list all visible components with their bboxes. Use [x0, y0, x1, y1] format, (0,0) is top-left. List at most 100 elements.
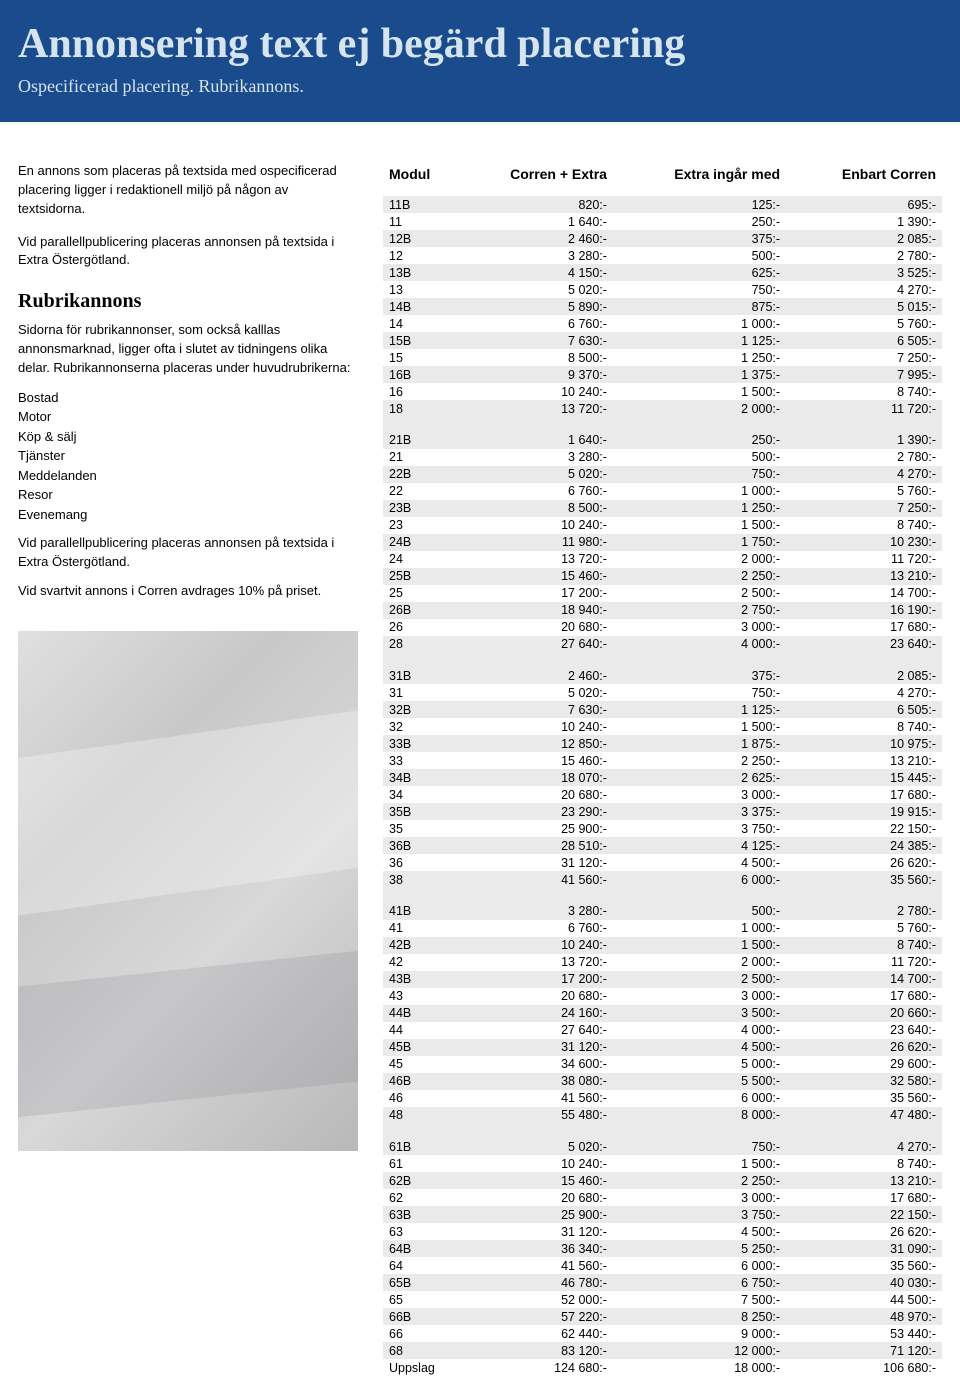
table-cell: 8 740:-	[786, 718, 942, 735]
category-list: BostadMotorKöp & säljTjänsterMeddelanden…	[18, 388, 358, 525]
col-header-corren-extra: Corren + Extra	[453, 162, 613, 196]
table-row: 111 640:-250:-1 390:-	[383, 213, 942, 230]
table-cell: 12B	[383, 230, 453, 247]
table-cell: 10 975:-	[786, 735, 942, 752]
table-cell: 375:-	[613, 230, 786, 247]
table-row: 4213 720:-2 000:-11 720:-	[383, 954, 942, 971]
table-row: 158 500:-1 250:-7 250:-	[383, 349, 942, 366]
table-cell: 35	[383, 820, 453, 837]
table-cell: 23 290:-	[453, 803, 613, 820]
table-cell: 16 190:-	[786, 602, 942, 619]
table-cell: 3 000:-	[613, 619, 786, 636]
table-cell: 66B	[383, 1308, 453, 1325]
table-cell: 4 500:-	[613, 1039, 786, 1056]
table-cell: 10 240:-	[453, 937, 613, 954]
section-title: Rubrikannons	[18, 290, 358, 313]
table-cell: 28	[383, 636, 453, 653]
table-cell: 35 560:-	[786, 871, 942, 888]
table-cell: 2 460:-	[453, 230, 613, 247]
table-cell: 3 280:-	[453, 449, 613, 466]
table-cell: 2 250:-	[613, 1172, 786, 1189]
table-cell: 5 890:-	[453, 298, 613, 315]
table-cell: 35 560:-	[786, 1090, 942, 1107]
table-cell: 64	[383, 1257, 453, 1274]
page-subtitle: Ospecificerad placering. Rubrikannons.	[18, 76, 942, 97]
table-cell: 3 000:-	[613, 988, 786, 1005]
table-cell: 44 500:-	[786, 1291, 942, 1308]
table-cell: 35 560:-	[786, 1257, 942, 1274]
table-cell: 4 000:-	[613, 636, 786, 653]
table-cell: 10 240:-	[453, 517, 613, 534]
table-cell: 46	[383, 1090, 453, 1107]
table-cell: 11 980:-	[453, 534, 613, 551]
table-cell: 63B	[383, 1206, 453, 1223]
table-cell: 1 640:-	[453, 417, 613, 449]
table-cell: 46 780:-	[453, 1274, 613, 1291]
table-cell: 4 270:-	[786, 466, 942, 483]
table-cell: 42B	[383, 937, 453, 954]
table-cell: 44	[383, 1022, 453, 1039]
table-cell: 1 500:-	[613, 517, 786, 534]
table-row: 34B18 070:-2 625:-15 445:-	[383, 769, 942, 786]
category-item: Köp & sälj	[18, 427, 358, 447]
col-header-extra-ingar: Extra ingår med	[613, 162, 786, 196]
table-cell: 11	[383, 213, 453, 230]
table-cell: 21	[383, 449, 453, 466]
table-cell: 13 720:-	[453, 954, 613, 971]
table-cell: 21B	[383, 417, 453, 449]
table-cell: 22 150:-	[786, 820, 942, 837]
table-cell: 375:-	[613, 653, 786, 685]
table-cell: 23 640:-	[786, 636, 942, 653]
table-cell: 2 000:-	[613, 551, 786, 568]
table-row: 15B7 630:-1 125:-6 505:-	[383, 332, 942, 349]
table-cell: 695:-	[786, 196, 942, 213]
table-cell: 13	[383, 281, 453, 298]
table-cell: 71 120:-	[786, 1342, 942, 1359]
table-row: 315 020:-750:-4 270:-	[383, 684, 942, 701]
table-cell: 6 505:-	[786, 701, 942, 718]
table-row: 26B18 940:-2 750:-16 190:-	[383, 602, 942, 619]
table-cell: 1 375:-	[613, 366, 786, 383]
category-item: Tjänster	[18, 446, 358, 466]
table-cell: 2 780:-	[786, 449, 942, 466]
table-row: 4534 600:-5 000:-29 600:-	[383, 1056, 942, 1073]
table-cell: 2 500:-	[613, 585, 786, 602]
table-cell: 31B	[383, 653, 453, 685]
table-cell: 1 250:-	[613, 500, 786, 517]
right-column: Modul Corren + Extra Extra ingår med Enb…	[383, 162, 942, 1376]
table-cell: 1 390:-	[786, 417, 942, 449]
table-cell: 24 385:-	[786, 837, 942, 854]
table-cell: 7 995:-	[786, 366, 942, 383]
table-row: 3525 900:-3 750:-22 150:-	[383, 820, 942, 837]
left-column: En annons som placeras på textsida med o…	[18, 162, 358, 1376]
table-cell: 250:-	[613, 213, 786, 230]
table-cell: 32	[383, 718, 453, 735]
table-cell: 2 750:-	[613, 602, 786, 619]
table-row: 416 760:-1 000:-5 760:-	[383, 920, 942, 937]
table-row: 6220 680:-3 000:-17 680:-	[383, 1189, 942, 1206]
table-cell: 62 440:-	[453, 1325, 613, 1342]
table-cell: 13 210:-	[786, 752, 942, 769]
table-cell: 625:-	[613, 264, 786, 281]
table-cell: 13 210:-	[786, 568, 942, 585]
table-cell: 2 085:-	[786, 230, 942, 247]
table-cell: 7 250:-	[786, 500, 942, 517]
table-row: 65B46 780:-6 750:-40 030:-	[383, 1274, 942, 1291]
table-cell: 18 070:-	[453, 769, 613, 786]
table-cell: 27 640:-	[453, 1022, 613, 1039]
table-row: 6110 240:-1 500:-8 740:-	[383, 1155, 942, 1172]
table-row: 41B3 280:-500:-2 780:-	[383, 888, 942, 920]
table-cell: 26 620:-	[786, 1223, 942, 1240]
table-cell: 16B	[383, 366, 453, 383]
intro-paragraph-1: En annons som placeras på textsida med o…	[18, 162, 358, 219]
table-cell: 9 000:-	[613, 1325, 786, 1342]
table-cell: 4 000:-	[613, 1022, 786, 1039]
table-cell: 750:-	[613, 684, 786, 701]
table-cell: 10 230:-	[786, 534, 942, 551]
table-cell: 1 000:-	[613, 483, 786, 500]
table-cell: 45	[383, 1056, 453, 1073]
table-cell: 10 240:-	[453, 383, 613, 400]
table-cell: 12 850:-	[453, 735, 613, 752]
table-cell: 33B	[383, 735, 453, 752]
table-cell: 64B	[383, 1240, 453, 1257]
